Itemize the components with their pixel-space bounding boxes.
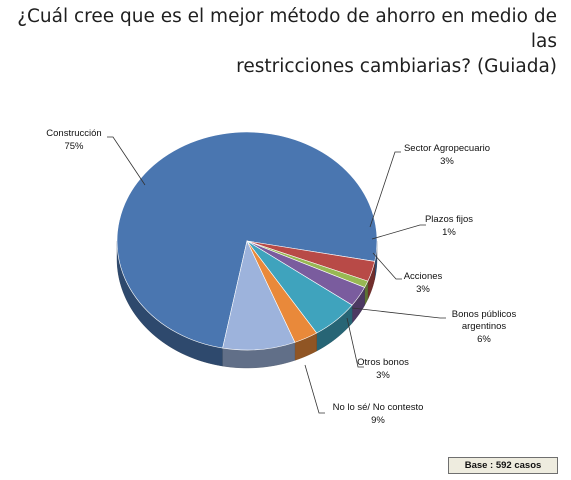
leader-line-4 [351, 307, 446, 319]
slice-label-name: Acciones [404, 271, 443, 282]
leader-line-2 [371, 224, 426, 240]
slice-label-6: No lo sé/ No contesto 9% [333, 402, 424, 426]
leader-line-5 [346, 317, 364, 368]
leader-line-6 [304, 364, 325, 414]
leader-line-3 [372, 252, 402, 280]
slice-value-label: 1% [442, 227, 456, 238]
chart-title: ¿Cuál cree que es el mejor método de aho… [0, 4, 571, 79]
slice-label-name: Construcción [46, 128, 101, 139]
slice-value-label: 75% [64, 141, 84, 152]
slice-label-name: Plazos fijos [425, 214, 473, 225]
pie-slice-0 [116, 131, 378, 349]
slice-value-label: 6% [477, 334, 491, 345]
slice-value-label: 9% [371, 415, 385, 426]
slice-label-3: Acciones 3% [404, 271, 443, 295]
slice-value-label: 3% [416, 284, 430, 295]
pie-slices [116, 131, 378, 351]
slice-label-name: No lo sé/ No contesto [333, 402, 424, 413]
slice-label-name: Sector Agropecuario [404, 143, 490, 154]
slice-label-name-line-2: argentinos [462, 321, 507, 332]
chart-title-line-1: ¿Cuál cree que es el mejor método de aho… [17, 6, 557, 52]
slice-label-name-line-1: Bonos públicos [452, 309, 517, 320]
slice-value-label: 3% [376, 370, 390, 381]
leader-line-1 [369, 151, 401, 228]
slice-label-0: Construcción 75% [46, 128, 101, 152]
chart-title-line-2: restricciones cambiarias? (Guiada) [236, 56, 557, 77]
leader-line-0 [107, 136, 146, 186]
leader-lines [107, 136, 446, 414]
pie-slice-6 [222, 240, 296, 351]
slice-value-label: 3% [440, 156, 454, 167]
slice-label-2: Plazos fijos 1% [425, 214, 473, 238]
slice-label-1: Sector Agropecuario 3% [404, 143, 490, 167]
slice-labels: Construcción 75% Sector Agropecuario 3% Plaz… [46, 128, 516, 426]
slice-label-name: Otros bonos [357, 357, 409, 368]
slice-label-4: Bonos públicos argentinos 6% [452, 309, 517, 345]
base-count-box: Base : 592 casos [448, 457, 558, 474]
slice-label-5: Otros bonos 3% [357, 357, 409, 381]
